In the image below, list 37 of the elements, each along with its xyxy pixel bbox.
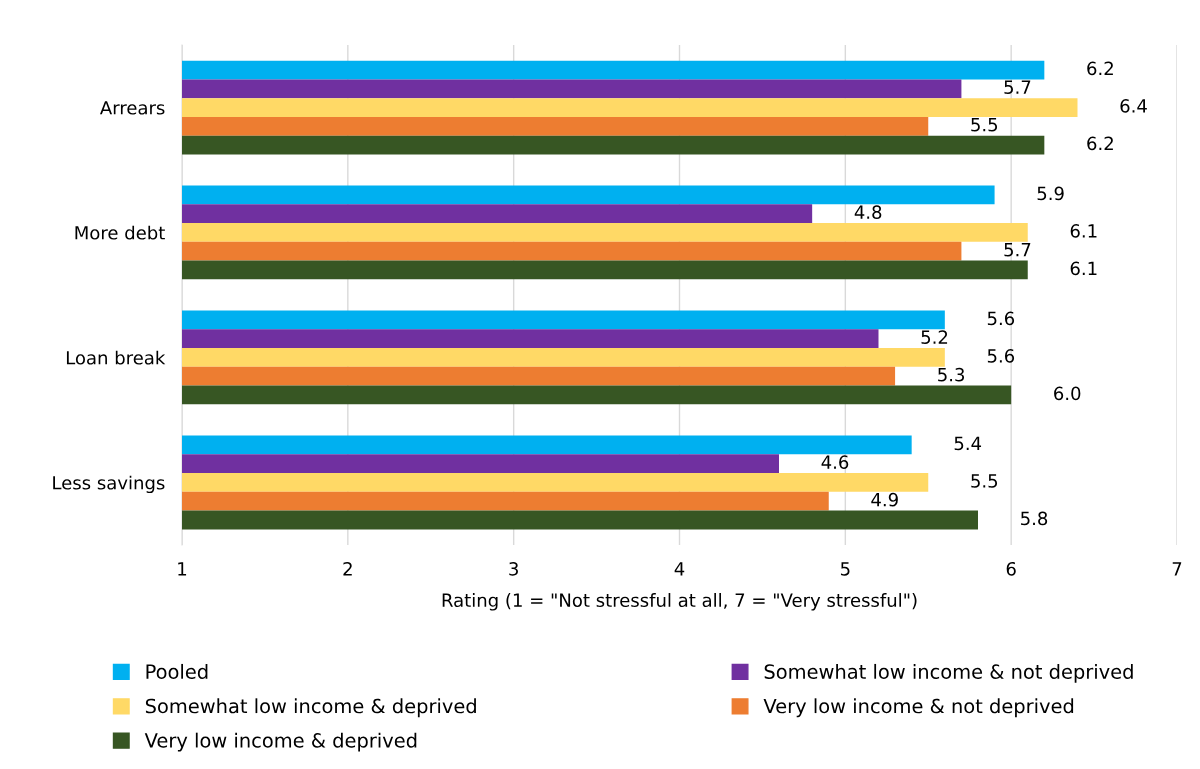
data-label: 5.7 <box>1004 243 1031 257</box>
x-axis-title: Rating (1 = "Not stressful at all, 7 = "Very stressful") <box>442 593 917 611</box>
x-tick-label: 6 <box>1006 561 1016 576</box>
y-tick-label: Arrears <box>100 101 165 115</box>
data-label: 4.9 <box>871 492 898 507</box>
x-tick-label: 3 <box>509 561 518 576</box>
data-label: 6.4 <box>1120 99 1147 113</box>
data-label: 4.6 <box>821 455 849 469</box>
x-tick-label: 1 <box>178 562 187 576</box>
data-label: 4.8 <box>854 205 882 219</box>
data-label: 5.4 <box>954 436 982 451</box>
x-tick-label: 4 <box>674 562 685 576</box>
x-tick-label: 2 <box>343 561 352 576</box>
data-label: 5.8 <box>1021 511 1048 526</box>
data-label: 6.1 <box>1070 224 1097 238</box>
legend-label: Somewhat low income & not deprived <box>764 663 1133 683</box>
y-tick-label: More debt <box>75 225 165 240</box>
y-tick-label: Less savings <box>53 475 165 494</box>
data-label: 6.1 <box>1070 261 1097 276</box>
legend-label: Very low income & deprived <box>144 732 417 752</box>
data-label: 5.6 <box>987 349 1015 363</box>
data-label: 5.3 <box>938 367 965 382</box>
legend-label: Somewhat low income & deprived <box>145 698 476 718</box>
data-label: 6.2 <box>1087 136 1113 151</box>
y-tick-label: Loan break <box>66 350 166 365</box>
data-label: 5.6 <box>987 311 1015 326</box>
data-label: 6.2 <box>1087 61 1113 76</box>
data-label: 6.0 <box>1054 386 1081 401</box>
data-label: 5.5 <box>971 118 998 132</box>
data-label: 5.5 <box>971 474 998 488</box>
legend-label: Pooled <box>146 663 208 679</box>
legend-label: Very low income & not deprived <box>763 698 1074 718</box>
data-label: 5.2 <box>921 330 948 344</box>
data-label: 5.9 <box>1037 186 1064 201</box>
x-tick-label: 5 <box>840 562 850 576</box>
data-label: 5.7 <box>1004 80 1031 94</box>
x-tick-label: 7 <box>1172 562 1182 576</box>
